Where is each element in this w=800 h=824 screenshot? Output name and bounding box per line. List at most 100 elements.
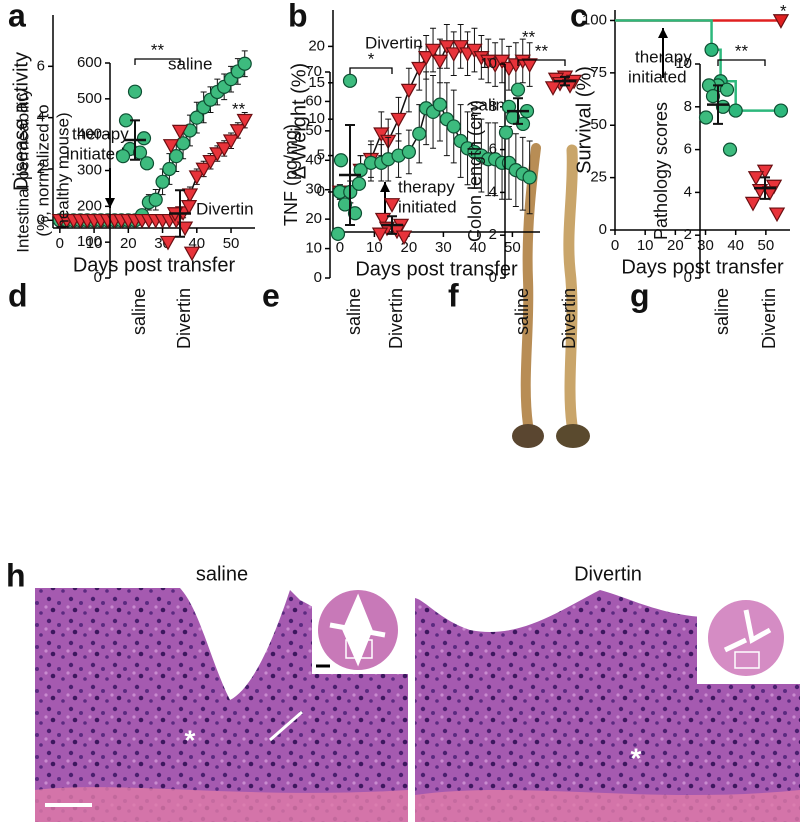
image-title: saline bbox=[196, 563, 248, 585]
x-tick-label: 20 bbox=[667, 237, 684, 254]
y-tick-label: 200 bbox=[77, 197, 102, 214]
y-tick-label: 10 bbox=[675, 55, 692, 72]
y-axis-label: TNF (pg/mg) bbox=[281, 124, 301, 226]
marker bbox=[761, 186, 779, 201]
y-axis-label: Pathology scores bbox=[651, 102, 671, 240]
x-tick-label: Divertin bbox=[759, 288, 779, 349]
annotation: initiated bbox=[628, 67, 687, 86]
x-tick-label: 50 bbox=[223, 235, 240, 252]
marker bbox=[374, 212, 392, 228]
marker bbox=[209, 147, 226, 162]
x-tick-label: 10 bbox=[637, 237, 654, 254]
y-tick-label: 60 bbox=[305, 92, 322, 109]
marker bbox=[139, 156, 155, 171]
y-tick-label: 0 bbox=[314, 269, 322, 286]
y-tick-label: 300 bbox=[77, 161, 102, 178]
marker bbox=[237, 56, 252, 71]
error-bar bbox=[760, 176, 770, 200]
x-tick-label: 0 bbox=[611, 237, 619, 254]
significance-bracket bbox=[717, 59, 766, 66]
marker bbox=[148, 192, 163, 207]
significance-bracket bbox=[134, 58, 181, 65]
x-tick-label: Divertin bbox=[386, 288, 406, 349]
marker bbox=[216, 142, 233, 157]
image-annotation: * bbox=[185, 724, 196, 755]
x-tick-label: 50 bbox=[758, 237, 775, 254]
y-tick-label: 70 bbox=[305, 63, 322, 80]
marker bbox=[411, 61, 428, 77]
y-tick-label: 4 bbox=[37, 109, 45, 126]
annotation: * bbox=[780, 1, 787, 20]
marker bbox=[522, 170, 537, 185]
marker bbox=[704, 42, 719, 57]
y-tick-label: 400 bbox=[77, 126, 102, 143]
significance-label: ** bbox=[151, 40, 165, 59]
marker bbox=[159, 235, 177, 251]
marker bbox=[466, 43, 483, 59]
y-tick-label: 6 bbox=[37, 57, 45, 74]
x-tick-label: Divertin bbox=[174, 288, 194, 349]
marker bbox=[728, 103, 743, 118]
marker bbox=[229, 124, 247, 139]
marker bbox=[417, 50, 435, 66]
annotation: Divertin bbox=[196, 199, 254, 218]
y-tick-label: 0 bbox=[599, 221, 607, 238]
x-tick-label: saline bbox=[129, 288, 149, 335]
x-tick-label: 30 bbox=[697, 237, 714, 254]
y-tick-label: 5 bbox=[317, 147, 325, 164]
marker bbox=[722, 142, 738, 157]
marker bbox=[183, 246, 201, 262]
marker bbox=[371, 227, 389, 243]
y-tick-label: 8 bbox=[684, 98, 692, 115]
x-tick-label: 10 bbox=[366, 239, 383, 256]
marker bbox=[353, 163, 368, 178]
x-tick-label: 30 bbox=[435, 239, 452, 256]
marker bbox=[347, 206, 363, 221]
error-bar bbox=[345, 123, 355, 227]
marker bbox=[400, 83, 418, 99]
panel-label: c bbox=[570, 0, 588, 33]
marker bbox=[337, 197, 353, 212]
annotation: saline bbox=[168, 54, 212, 73]
y-axis-label: Survival (%) bbox=[573, 66, 595, 174]
y-tick-label: 20 bbox=[305, 210, 322, 227]
marker bbox=[342, 73, 358, 88]
x-tick-label: 50 bbox=[504, 239, 521, 256]
panel-label: g bbox=[630, 277, 650, 313]
histology-images bbox=[35, 588, 800, 822]
marker bbox=[115, 149, 131, 164]
x-tick-label: 0 bbox=[336, 239, 344, 256]
marker bbox=[195, 162, 212, 178]
y-tick-label: 0 bbox=[489, 269, 497, 286]
y-tick-label: 6 bbox=[684, 141, 692, 158]
y-axis-label: healthy mouse) bbox=[53, 112, 72, 228]
panel-label: a bbox=[8, 0, 26, 33]
x-tick-label: saline bbox=[512, 288, 532, 335]
marker bbox=[176, 136, 191, 151]
x-axis-label: Days post transfer bbox=[73, 254, 236, 276]
y-tick-label: 4 bbox=[684, 183, 692, 200]
error-bar bbox=[560, 75, 570, 87]
annotation: initiated bbox=[398, 197, 457, 216]
error-bar bbox=[387, 215, 397, 235]
marker bbox=[744, 196, 762, 212]
marker bbox=[373, 127, 390, 143]
marker bbox=[333, 153, 349, 168]
error-bar bbox=[130, 119, 140, 161]
marker bbox=[773, 103, 789, 118]
x-tick-label: saline bbox=[712, 288, 732, 335]
marker bbox=[768, 207, 786, 223]
y-tick-label: 50 bbox=[590, 116, 607, 133]
marker bbox=[747, 171, 765, 186]
y-axis-label: Intestinal permeability bbox=[13, 88, 32, 253]
x-tick-label: 20 bbox=[120, 235, 137, 252]
marker bbox=[127, 84, 143, 99]
y-tick-label: 600 bbox=[77, 54, 102, 71]
x-tick-label: 40 bbox=[470, 239, 487, 256]
significance-label: ** bbox=[535, 41, 549, 60]
y-tick-label: 100 bbox=[582, 11, 607, 28]
y-tick-label: 25 bbox=[590, 169, 607, 186]
marker bbox=[438, 40, 456, 55]
marker bbox=[330, 226, 346, 241]
